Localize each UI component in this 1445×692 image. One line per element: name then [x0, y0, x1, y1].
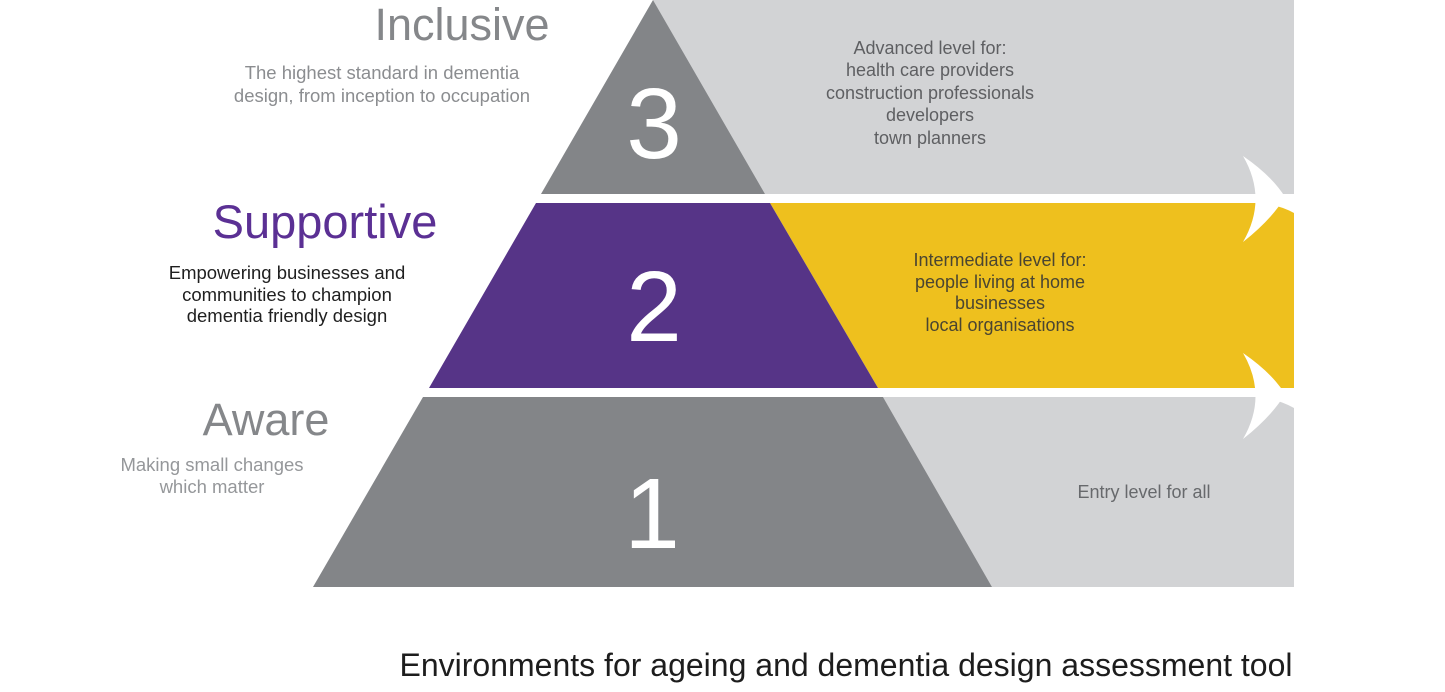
level-2-title: Supportive [212, 195, 438, 248]
level-2-audience-band [770, 203, 1294, 388]
level-3-tagline: The highest standard in dementia design,… [233, 62, 531, 106]
level-1-title: Aware [202, 394, 330, 445]
diagram-caption: Environments for ageing and dementia des… [399, 647, 1293, 683]
level-3-pyramid-segment [541, 0, 765, 194]
level-2-number: 2 [626, 251, 682, 363]
level-1-tagline: Making small changes which matter [120, 454, 304, 497]
arrow-notch-top [1260, 203, 1294, 213]
arrow-right-icon-bottom [1243, 353, 1285, 439]
level-1-number: 1 [624, 458, 680, 570]
level-3-audience-band [653, 0, 1294, 194]
arrow-notch-bottom [1260, 397, 1294, 408]
level-1-audience-text: Entry level for all [1077, 482, 1211, 502]
level-1-pyramid-segment [313, 397, 992, 587]
level-2-audience-text: Intermediate level for: people living at… [913, 250, 1087, 335]
level-3-number: 3 [626, 68, 682, 180]
level-3-title: Inclusive [374, 0, 550, 50]
level-2-tagline: Empowering businesses and communities to… [168, 262, 406, 326]
level-1-audience-band [883, 397, 1294, 587]
level-2-pyramid-segment [429, 203, 878, 388]
level-3-audience-text: Advanced level for: health care provider… [825, 38, 1035, 148]
arrow-right-icon-top [1243, 156, 1285, 242]
